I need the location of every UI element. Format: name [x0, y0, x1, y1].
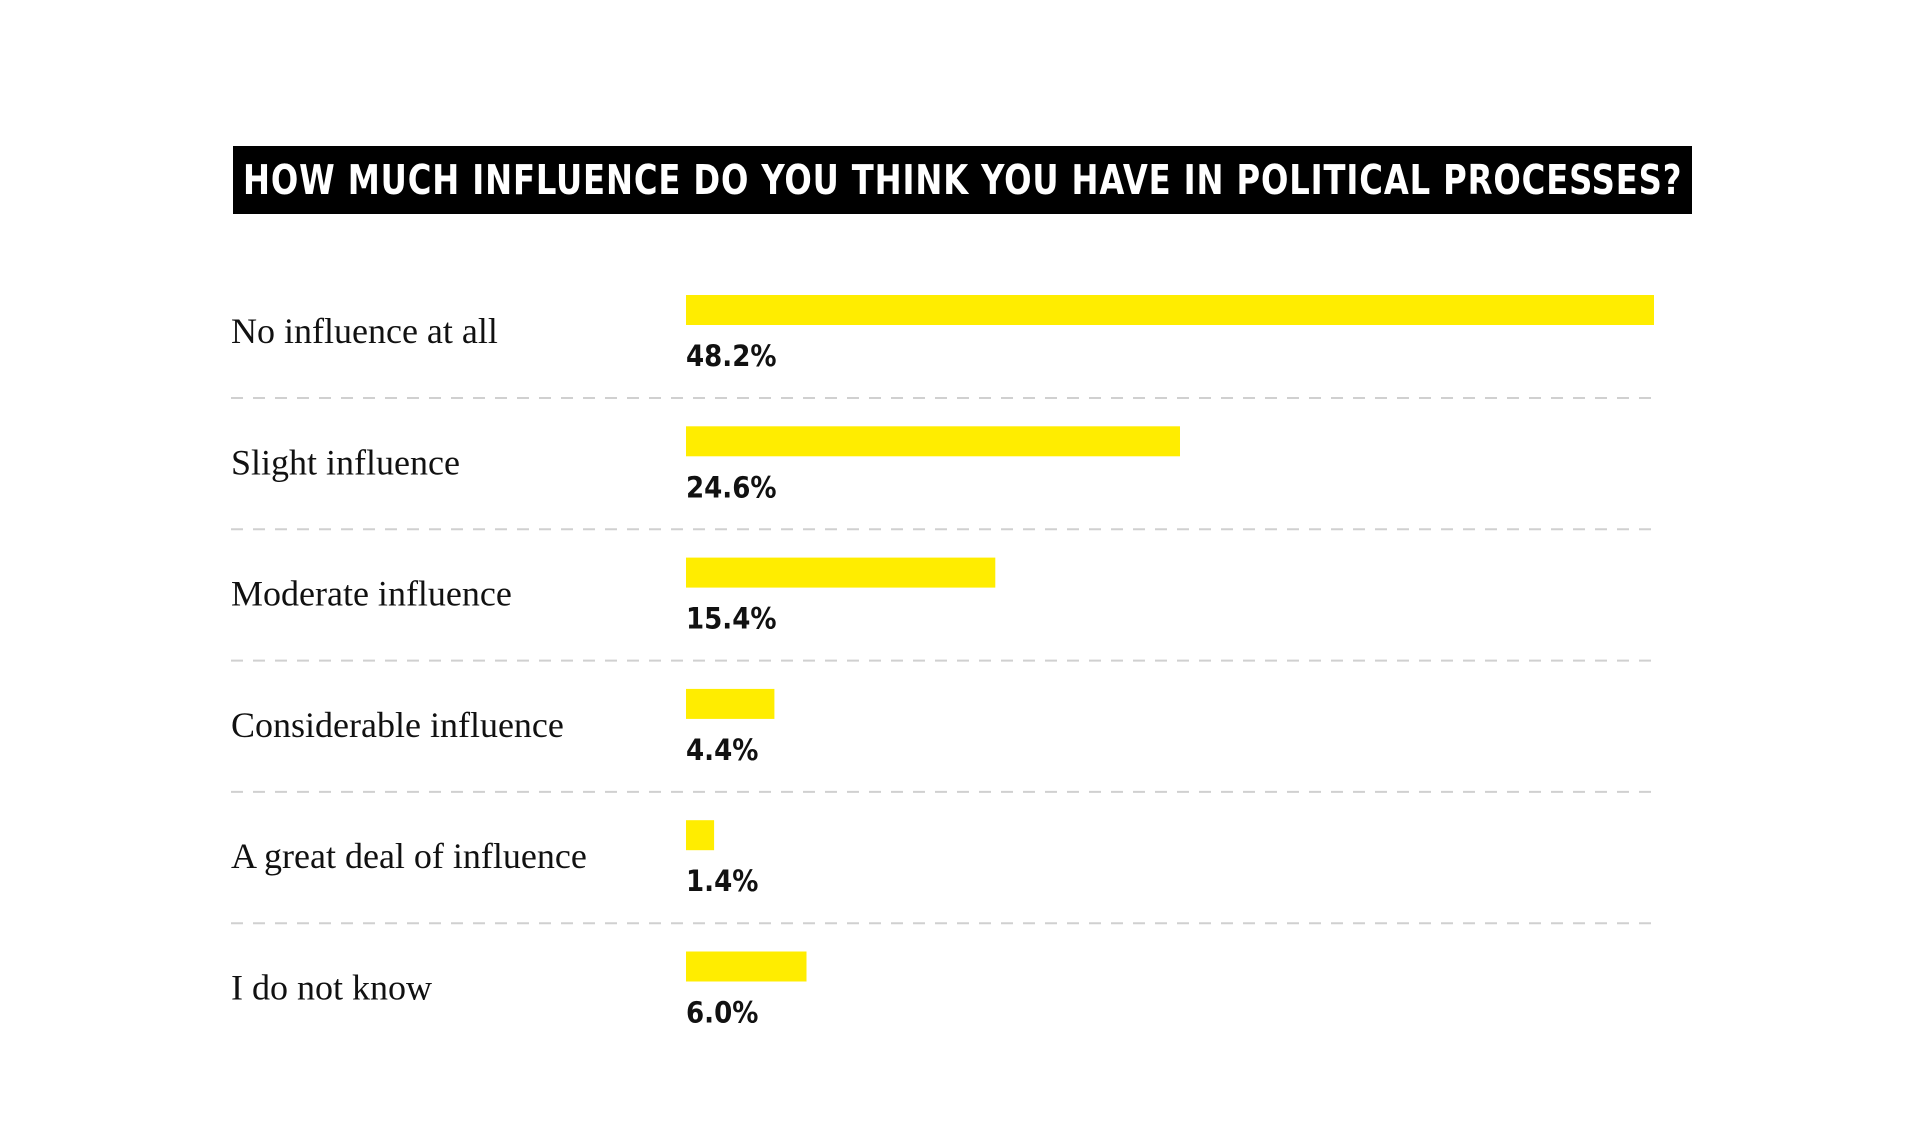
- value-label: 4.4%: [686, 733, 758, 767]
- category-label: No influence at all: [231, 311, 498, 351]
- category-label: Moderate influence: [231, 574, 512, 614]
- category-label: Considerable influence: [231, 705, 564, 745]
- bar: [686, 295, 1654, 325]
- category-label: Slight influence: [231, 442, 460, 482]
- value-label: 1.4%: [686, 864, 758, 898]
- category-label: I do not know: [231, 968, 432, 1008]
- bar: [686, 426, 1180, 457]
- value-label: 6.0%: [686, 996, 758, 1030]
- bar: [686, 951, 807, 982]
- value-label: 15.4%: [686, 602, 777, 636]
- category-label: A great deal of influence: [231, 836, 587, 876]
- value-label: 24.6%: [686, 470, 777, 504]
- value-label: 48.2%: [686, 339, 777, 373]
- chart-title-banner: HOW MUCH INFLUENCE DO YOU THINK YOU HAVE…: [233, 146, 1692, 214]
- bar: [686, 820, 715, 851]
- chart-title: HOW MUCH INFLUENCE DO YOU THINK YOU HAVE…: [243, 156, 1683, 204]
- bar: [686, 688, 775, 719]
- bar: [686, 557, 996, 588]
